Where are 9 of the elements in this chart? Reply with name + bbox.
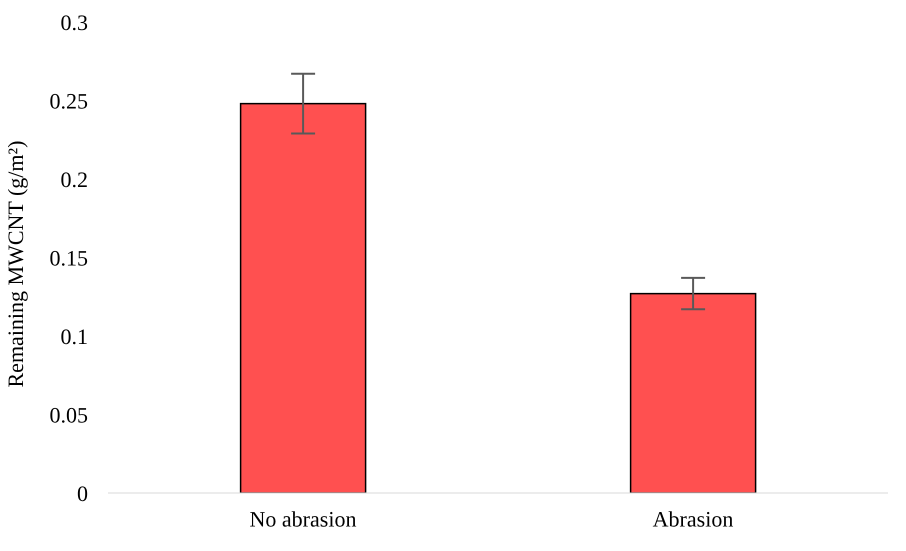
y-tick-label: 0.2 (60, 166, 88, 192)
x-tick-label: No abrasion (250, 506, 356, 532)
y-tick-label: 0.25 (50, 88, 88, 114)
y-tick-label: 0.3 (60, 10, 88, 35)
y-tick-label: 0 (77, 480, 88, 506)
x-tick-label: Abrasion (652, 506, 734, 532)
y-tick-label: 0.1 (60, 324, 88, 349)
y-tick-label: 0.15 (50, 245, 88, 270)
y-tick-label: 0.05 (50, 402, 88, 428)
